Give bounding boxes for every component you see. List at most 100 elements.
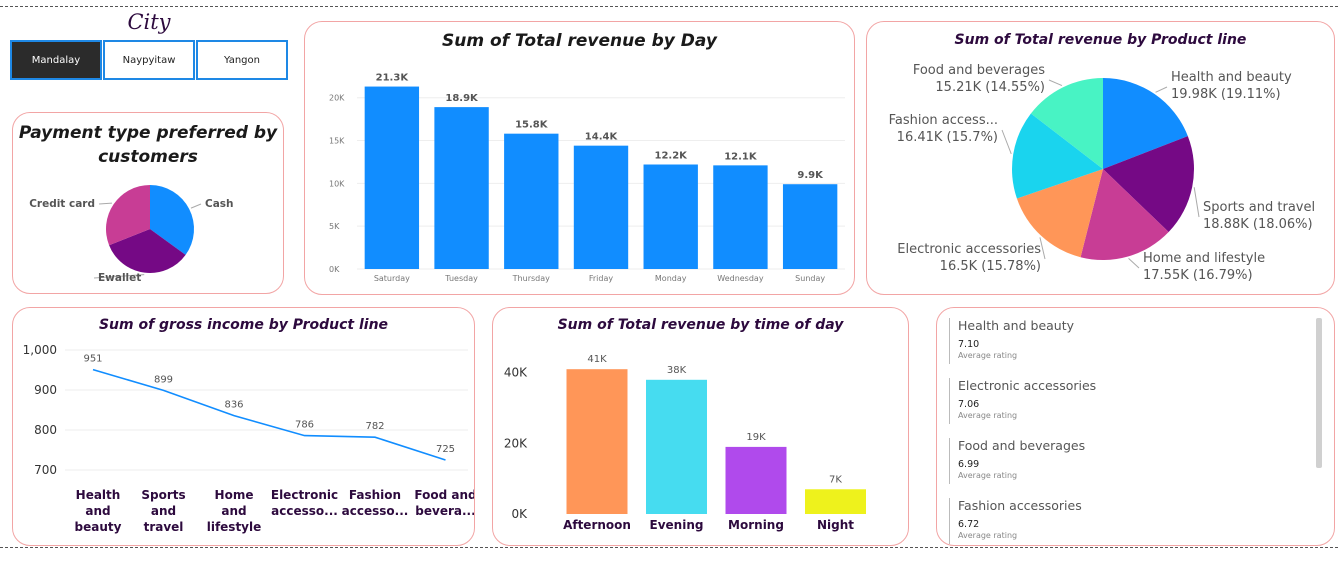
revenue-by-day-title: Sum of Total revenue by Day: [442, 31, 717, 51]
day-bar: [573, 145, 629, 269]
payment-pie-chart[interactable]: Cash Ewallet Credit card: [13, 113, 284, 294]
day-bar: [434, 107, 489, 269]
line-xtick: Electronic: [271, 488, 338, 502]
tod-data-label: 41K: [587, 354, 607, 365]
product-pie-slice: [1103, 136, 1194, 233]
line-xtick: travel: [144, 520, 184, 534]
line-data-label: 899: [154, 374, 173, 385]
tod-bar: [566, 369, 628, 514]
gross-income-line-chart[interactable]: 700 800 900 1,000 951 Health and beauty 899 Sport…: [13, 308, 475, 546]
bottom-divider: [0, 547, 1338, 548]
line-ytick: 700: [34, 463, 57, 477]
day-data-label: 21.3K: [376, 73, 410, 84]
rating-item[interactable]: Health and beauty 7.10 Average rating: [949, 318, 1309, 364]
day-xtick: Saturday: [374, 274, 410, 283]
line-xtick: and: [221, 504, 246, 518]
line-ytick: 900: [34, 383, 57, 397]
product-pie-name: Home and lifestyle: [1143, 251, 1265, 266]
payment-pie-slice: [109, 229, 186, 273]
ratings-list: Health and beauty 7.10 Average rating El…: [949, 318, 1309, 545]
payment-pie-label: Credit card: [29, 198, 95, 210]
product-pie-value: 16.5K (15.78%): [940, 259, 1041, 274]
time-of-day-bar-chart[interactable]: 0K 20K 40K 41K Afternoon 38K Evening 19K Morning…: [493, 308, 909, 546]
product-pie-leader: [1039, 237, 1046, 260]
product-pie-slice: [1012, 113, 1103, 199]
city-slicer-title: City: [127, 10, 171, 34]
line-data-label: 786: [295, 420, 314, 431]
line-xtick: accesso...: [342, 504, 409, 518]
line-ytick: 800: [34, 423, 57, 437]
day-ytick: 15K: [329, 137, 345, 146]
product-pie-leader: [1193, 187, 1200, 218]
product-pie-name: Health and beauty: [1171, 70, 1292, 85]
rating-caption: Average rating: [958, 471, 1018, 480]
ratings-card: Health and beauty 7.10 Average rating El…: [936, 307, 1335, 546]
top-divider: [0, 6, 1338, 7]
line-ytick: 1,000: [23, 343, 57, 357]
tod-bar: [805, 489, 866, 514]
payment-pie-label: Ewallet: [98, 272, 141, 284]
line-xtick: lifestyle: [207, 520, 262, 534]
line-data-label: 836: [224, 400, 243, 411]
product-pie-slice: [1080, 169, 1169, 260]
rating-value: 6.99: [958, 459, 980, 470]
revenue-by-product-pie[interactable]: Health and beauty 19.98K (19.11%) Sports a…: [867, 22, 1335, 295]
payment-pie-leader: [93, 274, 145, 279]
tod-data-label: 7K: [829, 474, 842, 485]
day-xtick: Tuesday: [444, 274, 478, 283]
rating-item[interactable]: Food and beverages 6.99 Average rating: [949, 438, 1309, 484]
slicer-option-mandalay[interactable]: Mandalay: [10, 40, 102, 80]
day-bar: [643, 164, 698, 269]
product-pie-value: 19.98K (19.11%): [1171, 87, 1281, 102]
time-of-day-title: Sum of Total revenue by time of day: [557, 317, 844, 333]
day-xtick: Sunday: [795, 274, 825, 283]
rating-item[interactable]: Electronic accessories 7.06 Average rati…: [949, 378, 1309, 424]
gross-income-line: [92, 368, 446, 461]
line-xtick: Food and: [414, 488, 475, 502]
payment-pie-leader: [98, 202, 112, 205]
product-pie-leader: [1128, 258, 1140, 269]
day-bar: [713, 165, 768, 269]
rating-name: Food and beverages: [958, 438, 1086, 453]
rating-value: 7.10: [958, 339, 980, 350]
rating-name: Electronic accessories: [958, 378, 1097, 393]
rating-caption: Average rating: [958, 411, 1018, 420]
product-pie-value: 17.55K (16.79%): [1143, 268, 1253, 283]
tod-data-label: 38K: [667, 365, 687, 376]
revenue-by-product-card: Sum of Total revenue by Product line Hea…: [866, 21, 1335, 295]
line-xtick: Sports: [141, 488, 185, 502]
slicer-option-yangon[interactable]: Yangon: [196, 40, 288, 80]
ratings-scrollbar[interactable]: [1316, 318, 1322, 468]
day-xtick: Friday: [589, 274, 614, 283]
rating-item[interactable]: Fashion accessories 6.72 Average rating: [949, 498, 1309, 544]
tod-xtick: Morning: [728, 518, 784, 532]
day-data-label: 9.9K: [797, 170, 824, 181]
day-ytick: 10K: [329, 179, 345, 188]
tod-data-label: 19K: [746, 432, 766, 443]
rating-caption: Average rating: [958, 351, 1018, 360]
product-pie-value: 15.21K (14.55%): [935, 80, 1045, 95]
rating-caption: Average rating: [958, 531, 1018, 540]
payment-pie-slice: [106, 185, 150, 246]
payment-pie-slice: [150, 185, 194, 255]
line-data-label: 782: [365, 421, 384, 432]
day-ytick: 20K: [329, 94, 345, 103]
tod-ytick: 40K: [504, 366, 528, 380]
line-data-label: 951: [83, 354, 102, 365]
product-pie-leader: [1001, 129, 1012, 155]
line-xtick: bevera...: [415, 504, 475, 518]
day-xtick: Wednesday: [717, 274, 764, 283]
line-xtick: beauty: [75, 520, 122, 534]
rating-value: 6.72: [958, 519, 980, 530]
product-pie-name: Sports and travel: [1203, 200, 1315, 215]
day-xtick: Monday: [655, 274, 687, 283]
revenue-by-product-title: Sum of Total revenue by Product line: [954, 32, 1247, 48]
product-pie-value: 18.88K (18.06%): [1203, 217, 1313, 232]
product-pie-name: Food and beverages: [913, 63, 1045, 78]
payment-chart-title: Payment type preferred by customers: [13, 121, 283, 169]
day-bar: [364, 86, 420, 269]
slicer-option-naypyitaw[interactable]: Naypyitaw: [103, 40, 195, 80]
day-data-label: 12.2K: [655, 151, 689, 162]
revenue-by-day-chart[interactable]: 0K 5K 10K 15K 20K 21.3K Saturday 18.9K Tuesday 15…: [305, 22, 855, 295]
line-xtick: Home: [215, 488, 254, 502]
